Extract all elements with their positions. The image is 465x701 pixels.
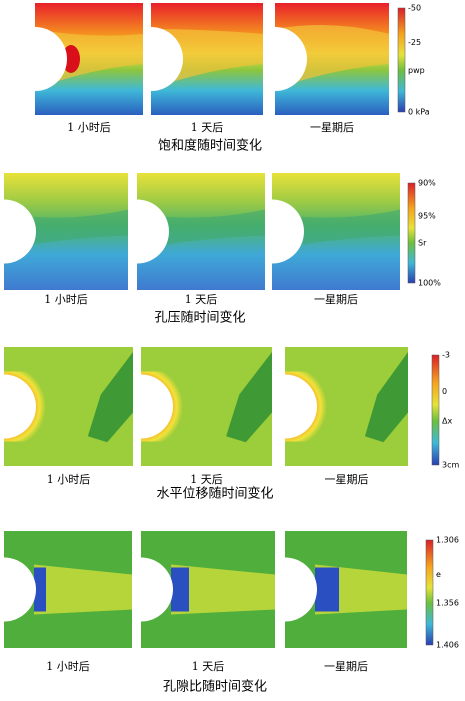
colorbar-label: 1.356 bbox=[436, 599, 459, 608]
opening bbox=[4, 199, 36, 264]
opening bbox=[272, 199, 304, 264]
contour-panel bbox=[285, 347, 408, 466]
colorbar-label: Δx bbox=[442, 417, 452, 426]
opening bbox=[141, 374, 173, 439]
colorbar bbox=[407, 182, 416, 284]
contour-band bbox=[171, 567, 189, 612]
colorbar bbox=[425, 539, 434, 646]
panel-label: 1 小时后 bbox=[47, 473, 91, 486]
contour-band bbox=[226, 352, 272, 443]
contour-band bbox=[364, 352, 408, 443]
colorbar-label: 0 bbox=[442, 387, 447, 396]
colorbar-label: 95% bbox=[418, 212, 436, 221]
caption: 饱和度随时间变化 bbox=[158, 138, 262, 154]
panel-label: 一星期后 bbox=[325, 473, 369, 486]
opening bbox=[275, 27, 307, 91]
contour-band bbox=[171, 564, 275, 615]
colorbar-label: 90% bbox=[418, 179, 436, 188]
colorbar-label: 3cm bbox=[442, 461, 459, 470]
contour-band bbox=[34, 564, 132, 615]
colorbar-label: e bbox=[436, 570, 441, 579]
colorbar-label: -50 bbox=[408, 4, 421, 13]
colorbar-label: 0 kPa bbox=[408, 108, 430, 117]
contour-panel bbox=[272, 173, 400, 290]
contour-panel bbox=[285, 531, 407, 648]
colorbar-label: pwp bbox=[408, 66, 425, 75]
contour-panel bbox=[4, 531, 132, 648]
contour-panel bbox=[137, 173, 265, 290]
panel-label: 1 天后 bbox=[191, 121, 224, 134]
opening bbox=[35, 27, 67, 91]
panel-label: 一星期后 bbox=[324, 660, 368, 673]
opening bbox=[4, 374, 36, 439]
colorbar-label: Sr bbox=[418, 239, 427, 248]
colorbar-label: -25 bbox=[408, 38, 421, 47]
colorbar-label: 1.406 bbox=[436, 641, 459, 650]
contour-panel bbox=[275, 3, 389, 115]
panel-label: 一星期后 bbox=[314, 293, 358, 306]
panel-label: 1 天后 bbox=[190, 473, 223, 486]
colorbar-label: 1.306 bbox=[436, 536, 459, 545]
contour-panel bbox=[4, 173, 128, 290]
colorbar-label: -3 bbox=[442, 351, 450, 360]
contour-band bbox=[137, 209, 265, 250]
panel-label: 1 天后 bbox=[185, 293, 218, 306]
opening bbox=[137, 199, 169, 264]
contour-band bbox=[4, 209, 128, 250]
contour-band bbox=[315, 567, 339, 612]
opening bbox=[141, 557, 173, 622]
contour-panel bbox=[141, 531, 275, 648]
contour-band bbox=[272, 209, 400, 250]
opening bbox=[4, 557, 36, 622]
panel-label: 1 小时后 bbox=[67, 121, 111, 134]
opening bbox=[285, 557, 317, 622]
contour-panel bbox=[4, 347, 133, 466]
hot-spot bbox=[62, 45, 80, 73]
caption: 水平位移随时间变化 bbox=[156, 486, 273, 502]
contour-band bbox=[87, 352, 133, 443]
colorbar-label: 100% bbox=[418, 279, 441, 288]
opening bbox=[285, 374, 317, 439]
panel-label: 1 小时后 bbox=[44, 293, 88, 306]
contour-panel bbox=[35, 3, 143, 115]
opening bbox=[151, 27, 183, 91]
panel-label: 一星期后 bbox=[310, 121, 354, 134]
panel-label: 1 天后 bbox=[192, 660, 225, 673]
caption: 孔压随时间变化 bbox=[154, 310, 245, 326]
caption: 孔隙比随时间变化 bbox=[163, 679, 267, 695]
contour-band bbox=[34, 567, 46, 612]
contour-panel bbox=[151, 3, 263, 115]
colorbar bbox=[431, 354, 440, 466]
contour-panel bbox=[141, 347, 272, 466]
colorbar bbox=[397, 7, 406, 113]
panel-label: 1 小时后 bbox=[46, 660, 90, 673]
